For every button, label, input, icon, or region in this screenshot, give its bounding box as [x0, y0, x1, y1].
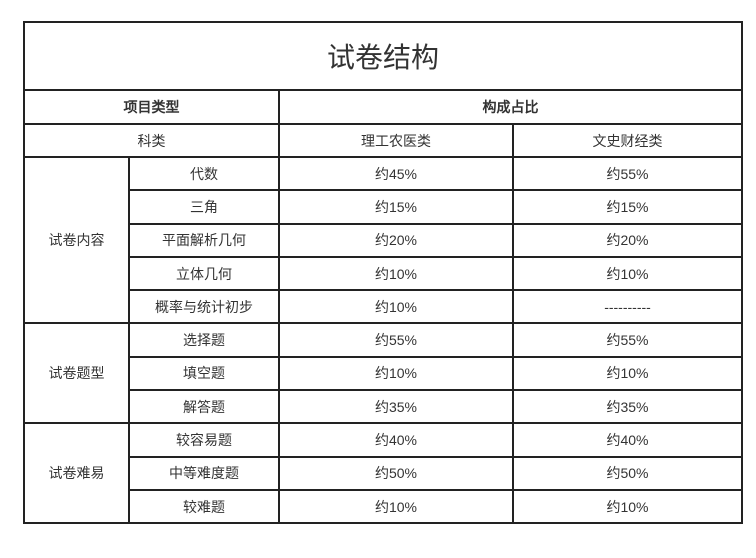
- group-label: 试卷内容: [23, 155, 130, 325]
- cell-science: 约20%: [278, 222, 514, 258]
- cell-arts: 约10%: [511, 488, 744, 525]
- subheader-arts: 文史财经类: [511, 123, 744, 158]
- cell-item: 较容易题: [128, 422, 280, 458]
- cell-science: 约10%: [278, 289, 514, 325]
- cell-item: 选择题: [128, 322, 280, 358]
- table-row: 试卷内容 代数 约45% 约55%: [23, 155, 744, 325]
- subheader-science: 理工农医类: [278, 123, 514, 158]
- cell-science: 约10%: [278, 488, 514, 525]
- cell-science: 约45%: [278, 155, 514, 192]
- cell-item: 概率与统计初步: [128, 289, 280, 325]
- table-row: 立体几何 约10% 约10%: [24, 255, 744, 292]
- table-row: 平面解析几何 约20% 约20%: [24, 222, 744, 258]
- cell-arts: 约10%: [511, 255, 744, 292]
- cell-item: 较难题: [128, 488, 280, 525]
- cell-item: 解答题: [128, 389, 280, 425]
- exam-structure-table: 试卷结构 项目类型 构成占比 科类 理工农医类 文史财经类 试卷内容 代数 约45%…: [22, 21, 744, 525]
- table-row: 较难题 约10% 约10%: [24, 488, 744, 525]
- group-label: 试卷题型: [23, 322, 130, 425]
- cell-arts: 约35%: [511, 389, 744, 425]
- table-row: 三角 约15% 约15%: [24, 189, 744, 225]
- table-row: 填空题 约10% 约10%: [24, 355, 744, 392]
- cell-science: 约50%: [278, 455, 514, 491]
- cell-arts: 约55%: [511, 322, 744, 358]
- table-row: 试卷难易 较容易题 约40% 约40%: [23, 422, 744, 525]
- cell-item: 填空题: [128, 355, 280, 392]
- cell-science: 约40%: [278, 422, 514, 458]
- cell-science: 约55%: [278, 322, 514, 358]
- cell-item: 立体几何: [128, 255, 280, 292]
- table-title: 试卷结构: [22, 21, 744, 91]
- cell-item: 代数: [128, 155, 280, 192]
- cell-arts: 约55%: [511, 155, 744, 192]
- cell-item: 平面解析几何: [128, 222, 280, 258]
- cell-item: 三角: [128, 189, 280, 225]
- cell-science: 约10%: [278, 255, 514, 292]
- subheader-category: 科类: [23, 123, 280, 158]
- group-label: 试卷难易: [23, 422, 130, 525]
- table-row: 试卷题型 选择题 约55% 约55%: [23, 322, 744, 425]
- cell-arts: 约15%: [511, 189, 744, 225]
- header-item-type: 项目类型: [23, 89, 280, 125]
- table-row: 中等难度题 约50% 约50%: [24, 455, 744, 491]
- cell-science: 约10%: [278, 355, 514, 392]
- cell-arts: 约20%: [511, 222, 744, 258]
- table-row: 解答题 约35% 约35%: [24, 389, 744, 425]
- header-ratio: 构成占比: [277, 89, 744, 125]
- cell-arts: 约10%: [511, 355, 744, 392]
- cell-item: 中等难度题: [128, 455, 280, 491]
- table-row: 概率与统计初步 约10% ----------: [24, 289, 744, 325]
- cell-arts: 约50%: [511, 455, 744, 491]
- cell-science: 约15%: [278, 189, 514, 225]
- cell-arts: 约40%: [511, 422, 744, 458]
- cell-arts: ----------: [511, 289, 744, 325]
- cell-science: 约35%: [278, 389, 514, 425]
